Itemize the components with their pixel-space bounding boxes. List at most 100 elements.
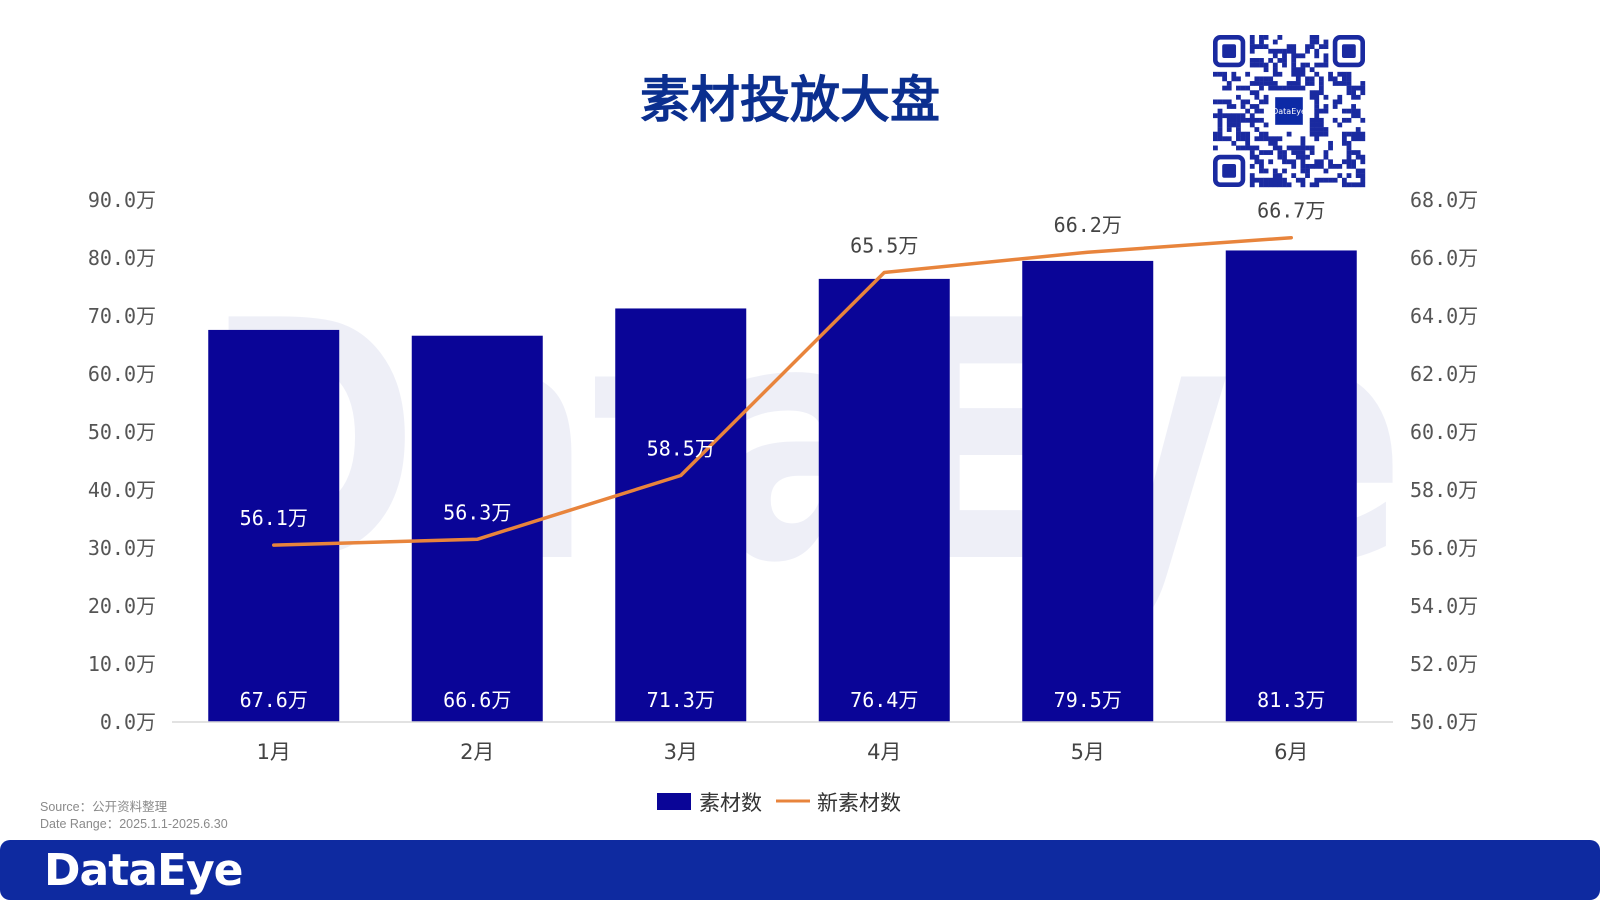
qr-module (1318, 117, 1324, 123)
qr-module (1346, 85, 1352, 91)
qr-module (1236, 122, 1241, 128)
qr-module (1346, 173, 1352, 178)
qr-module (1309, 117, 1315, 123)
qr-module (1360, 182, 1366, 188)
qr-module (1351, 159, 1356, 165)
qr-module (1245, 131, 1251, 137)
qr-module (1309, 127, 1315, 132)
qr-module (1240, 145, 1246, 151)
qr-module (1254, 44, 1260, 50)
qr-module (1314, 62, 1320, 68)
qr-module (1300, 159, 1306, 165)
qr-module (1318, 163, 1324, 169)
qr-module (1272, 145, 1278, 151)
qr-module (1328, 159, 1333, 165)
qr-module (1360, 159, 1366, 165)
qr-module (1360, 154, 1366, 160)
qr-module (1360, 117, 1366, 123)
left-y-axis: 0.0万 10.0万 20.0万 30.0万 40.0万 50.0万 60.0万 70.0万 8… (88, 188, 156, 734)
qr-module (1249, 90, 1255, 96)
qr-module (1305, 76, 1310, 82)
qr-module (1341, 117, 1347, 123)
qr-module (1300, 53, 1306, 59)
qr-module (1323, 127, 1329, 132)
qr-module (1291, 53, 1297, 59)
qr-module (1314, 39, 1320, 45)
qr-module (1254, 127, 1260, 132)
qr-module (1355, 94, 1361, 100)
qr-module (1309, 35, 1315, 40)
qr-module (1240, 136, 1246, 142)
qr-module (1346, 150, 1352, 155)
qr-module (1249, 173, 1255, 178)
qr-module (1231, 117, 1237, 123)
qr-module (1213, 71, 1218, 77)
left-tick-label: 30.0万 (88, 536, 156, 560)
qr-module (1291, 150, 1297, 155)
right-tick-label: 54.0万 (1410, 594, 1478, 618)
qr-module (1291, 62, 1297, 68)
qr-module (1263, 150, 1269, 155)
line-data-label: 58.5万 (647, 437, 715, 461)
qr-module (1295, 154, 1301, 160)
qr-module (1346, 81, 1352, 86)
qr-module (1346, 90, 1352, 96)
qr-module (1355, 136, 1361, 142)
qr-module (1314, 108, 1320, 114)
qr-module (1314, 159, 1320, 165)
qr-module (1328, 71, 1333, 77)
qr-module (1231, 140, 1237, 146)
qr-module (1341, 108, 1347, 114)
qr-module (1286, 145, 1292, 151)
right-tick-label: 52.0万 (1410, 652, 1478, 676)
qr-module (1277, 182, 1283, 188)
qr-module (1277, 58, 1283, 63)
qr-module (1282, 62, 1287, 68)
qr-module (1277, 136, 1283, 142)
qr-module (1332, 177, 1338, 183)
source-text: Source：公开资料整理 (40, 799, 168, 814)
qr-module (1213, 113, 1218, 119)
qr-module (1259, 168, 1264, 174)
qr-finder (1212, 35, 1246, 68)
qr-module (1346, 140, 1352, 146)
qr-module (1351, 150, 1356, 155)
qr-module (1249, 154, 1255, 160)
qr-module (1259, 131, 1264, 137)
qr-module (1300, 168, 1306, 174)
bar (1022, 260, 1154, 722)
qr-module (1309, 44, 1315, 50)
qr-module (1277, 145, 1283, 151)
qr-module (1282, 48, 1287, 54)
qr-module (1263, 131, 1269, 137)
qr-module (1341, 71, 1347, 77)
qr-module (1254, 108, 1260, 114)
qr-module (1309, 67, 1315, 73)
qr-module (1282, 58, 1287, 63)
qr-module (1249, 177, 1255, 183)
legend-bar-swatch (657, 793, 691, 810)
qr-module (1291, 48, 1297, 54)
qr-module (1291, 58, 1297, 63)
qr-module (1226, 122, 1232, 128)
qr-module (1282, 85, 1287, 91)
qr-module (1341, 131, 1347, 137)
qr-module (1240, 104, 1246, 109)
qr-module (1259, 163, 1264, 169)
qr-module (1249, 113, 1255, 119)
qr-module (1295, 177, 1301, 183)
qr-module (1309, 150, 1315, 155)
qr-module (1245, 136, 1251, 142)
qr-module (1277, 154, 1283, 160)
qr-module (1254, 76, 1260, 82)
qr-module (1360, 168, 1366, 174)
qr-module (1222, 113, 1228, 119)
right-tick-label: 58.0万 (1410, 478, 1478, 502)
qr-module (1300, 71, 1306, 77)
qr-module (1249, 145, 1255, 151)
qr-module (1332, 117, 1338, 123)
qr-module (1309, 163, 1315, 169)
qr-module (1318, 81, 1324, 86)
qr-module (1314, 136, 1320, 142)
qr-module (1341, 140, 1347, 146)
